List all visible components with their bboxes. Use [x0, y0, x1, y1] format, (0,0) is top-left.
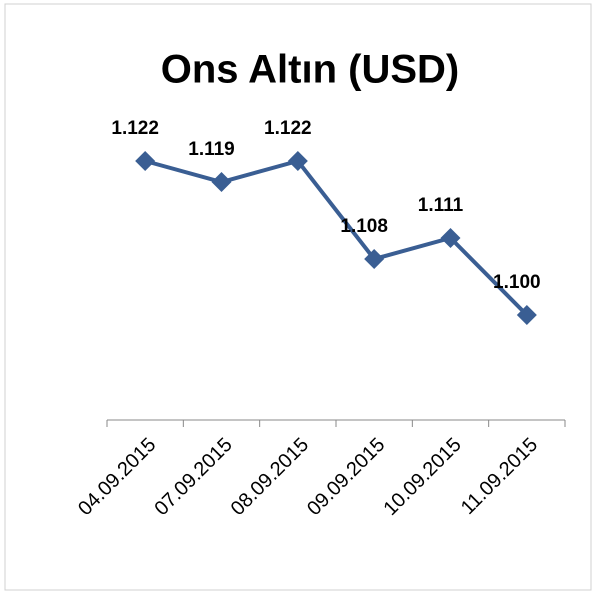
marker	[440, 228, 461, 248]
marker	[364, 249, 385, 269]
data-label: 1.122	[264, 118, 312, 139]
data-label: 1.119	[188, 139, 235, 160]
marker	[516, 305, 537, 325]
data-label: 1.122	[111, 118, 159, 139]
data-label: 1.111	[418, 195, 464, 216]
data-label: 1.108	[340, 216, 388, 237]
marker	[135, 151, 156, 171]
line	[144, 158, 529, 317]
data-label: 1.100	[493, 272, 541, 293]
frame	[4, 3, 592, 591]
marker	[287, 151, 308, 171]
marker	[211, 172, 232, 192]
chart-title: Ons Altın (USD)	[161, 48, 460, 92]
